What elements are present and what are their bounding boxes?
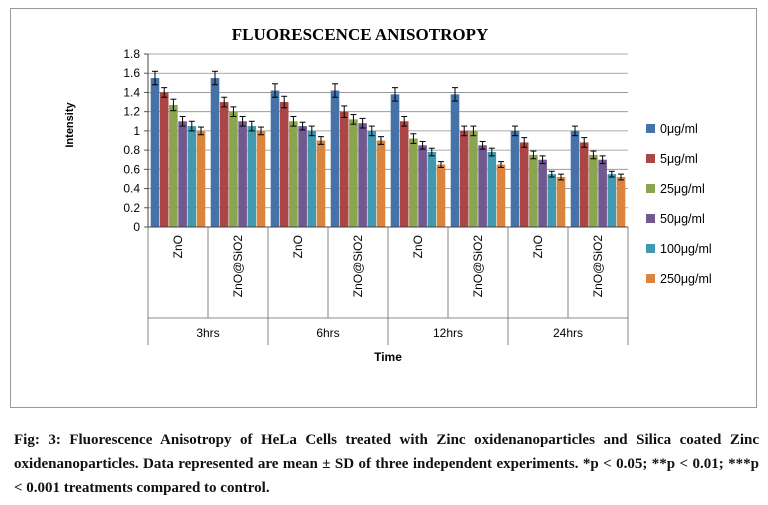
legend-swatch bbox=[646, 154, 655, 163]
bar bbox=[519, 142, 529, 227]
legend-label: 250μg/ml bbox=[660, 272, 712, 286]
bar bbox=[409, 138, 418, 227]
x-category-label: ZnO bbox=[411, 235, 425, 258]
legend-label: 25μg/ml bbox=[660, 182, 705, 196]
y-tick-label: 1.6 bbox=[123, 66, 140, 80]
figure-caption: Fig: 3: Fluorescence Anisotropy of HeLa … bbox=[14, 432, 759, 496]
bar bbox=[579, 142, 589, 227]
bar bbox=[529, 154, 538, 227]
y-tick-label: 0.6 bbox=[123, 162, 140, 176]
bar bbox=[307, 130, 317, 227]
bar bbox=[196, 130, 206, 227]
bar bbox=[390, 94, 400, 227]
bar bbox=[339, 111, 349, 227]
bar bbox=[376, 140, 386, 227]
bar bbox=[427, 152, 437, 227]
y-tick-label: 1.2 bbox=[123, 105, 140, 119]
x-group-label: 6hrs bbox=[316, 326, 339, 340]
bar bbox=[589, 154, 598, 227]
bar bbox=[298, 126, 307, 227]
bar bbox=[289, 121, 298, 227]
legend-label: 100μg/ml bbox=[660, 242, 712, 256]
legend-label: 0μg/ml bbox=[660, 122, 698, 136]
legend-label: 5μg/ml bbox=[660, 152, 698, 166]
bar bbox=[418, 145, 427, 227]
bar bbox=[210, 78, 220, 228]
bar bbox=[169, 104, 178, 227]
bar bbox=[150, 78, 160, 228]
bar bbox=[247, 126, 257, 227]
bar bbox=[219, 102, 229, 227]
bar bbox=[487, 152, 497, 227]
legend-label: 50μg/ml bbox=[660, 212, 705, 226]
legend-swatch bbox=[646, 274, 655, 283]
bar bbox=[598, 159, 607, 227]
bar bbox=[279, 102, 289, 227]
y-tick-label: 0.2 bbox=[123, 201, 140, 215]
y-tick-label: 0.8 bbox=[123, 143, 140, 157]
x-group-label: 24hrs bbox=[553, 326, 583, 340]
x-category-label: ZnO@SiO2 bbox=[231, 235, 245, 298]
bar bbox=[478, 145, 487, 227]
bar bbox=[616, 177, 626, 227]
bar bbox=[316, 140, 326, 227]
bar bbox=[159, 92, 169, 227]
bar bbox=[436, 164, 446, 227]
bar bbox=[256, 130, 266, 227]
bar bbox=[367, 130, 377, 227]
bar bbox=[469, 130, 478, 227]
y-tick-label: 1.4 bbox=[123, 85, 140, 99]
bar bbox=[538, 159, 547, 227]
x-axis-label: Time bbox=[374, 350, 402, 364]
y-axis-label: Intensity bbox=[64, 102, 76, 148]
bar bbox=[229, 111, 238, 227]
legend: 0μg/ml 5μg/ml 25μg/ml 50μg/ml 100μg/ml 250μg/… bbox=[646, 122, 712, 286]
bar bbox=[556, 177, 566, 227]
y-tick-label: 0.4 bbox=[123, 182, 140, 196]
bar bbox=[547, 174, 557, 227]
x-group-label: 3hrs bbox=[196, 326, 219, 340]
x-category-label: ZnO@SiO2 bbox=[471, 235, 485, 298]
bar bbox=[450, 94, 460, 227]
bar bbox=[358, 123, 367, 227]
bar bbox=[459, 130, 469, 227]
bar-chart: FLUORESCENCE ANISOTROPY Intensity Time 0… bbox=[64, 25, 712, 364]
x-category-label: ZnO bbox=[531, 235, 545, 258]
bar bbox=[510, 130, 520, 227]
legend-swatch bbox=[646, 124, 655, 133]
x-category-label: ZnO@SiO2 bbox=[351, 235, 365, 298]
y-tick-label: 0 bbox=[133, 220, 140, 234]
x-category-label: ZnO bbox=[171, 235, 185, 258]
bar bbox=[349, 119, 358, 227]
y-tick-label: 1.8 bbox=[123, 47, 140, 61]
legend-swatch bbox=[646, 184, 655, 193]
bar bbox=[238, 121, 247, 227]
bar bbox=[570, 130, 580, 227]
bar bbox=[187, 126, 197, 227]
x-category-label: ZnO@SiO2 bbox=[591, 235, 605, 298]
y-tick-label: 1 bbox=[133, 124, 140, 138]
bar bbox=[399, 121, 409, 227]
bar bbox=[178, 121, 187, 227]
legend-swatch bbox=[646, 214, 655, 223]
bar bbox=[330, 90, 340, 228]
bar bbox=[607, 174, 617, 227]
legend-swatch bbox=[646, 244, 655, 253]
x-group-label: 12hrs bbox=[433, 326, 463, 340]
bar bbox=[270, 90, 280, 228]
chart-title: FLUORESCENCE ANISOTROPY bbox=[232, 25, 488, 44]
x-category-label: ZnO bbox=[291, 235, 305, 258]
bar bbox=[496, 164, 506, 227]
